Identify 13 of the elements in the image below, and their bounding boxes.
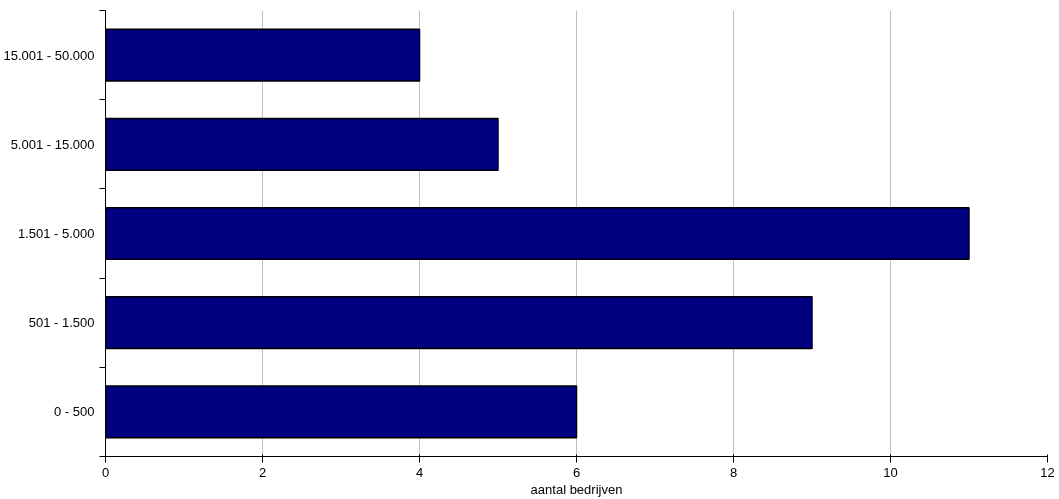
y-tick-label: 0 - 500 <box>54 404 95 420</box>
x-tick-label: 2 <box>258 464 267 480</box>
x-tick-label: 4 <box>415 464 424 480</box>
x-tick-label: 6 <box>572 464 581 480</box>
x-axis-title: aantal bedrijven <box>530 481 623 497</box>
y-tick-label: 501 - 1.500 <box>28 315 95 331</box>
y-tick-label: 5.001 - 15.000 <box>10 136 95 152</box>
x-tick-label: 10 <box>883 464 898 480</box>
x-tick-label: 8 <box>729 464 738 480</box>
y-tick-label: 1.501 - 5.000 <box>17 226 95 241</box>
x-tick-label: 12 <box>1040 464 1055 480</box>
x-tick-label: 0 <box>101 464 110 480</box>
y-tick-label: 15.001 - 50.000 <box>3 47 95 63</box>
